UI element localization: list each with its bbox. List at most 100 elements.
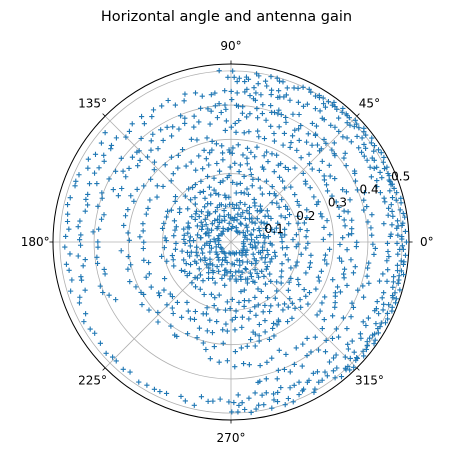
data-point [287, 97, 293, 103]
data-point [196, 119, 202, 125]
data-point [83, 196, 89, 203]
data-point [226, 147, 232, 153]
data-point [349, 300, 355, 306]
data-point [205, 270, 212, 276]
data-point [268, 92, 274, 98]
data-point [376, 278, 383, 284]
data-points [62, 68, 410, 416]
data-point [260, 102, 266, 108]
data-point [394, 262, 401, 268]
data-point [289, 133, 296, 139]
data-point [174, 333, 180, 340]
data-point [118, 155, 124, 161]
data-point [369, 232, 375, 238]
data-point [216, 168, 223, 174]
data-point [340, 105, 346, 112]
data-point [293, 232, 300, 238]
data-point [312, 93, 319, 99]
data-point [361, 190, 368, 196]
data-point [214, 264, 220, 270]
data-point [364, 265, 371, 271]
data-point [232, 314, 239, 321]
data-point [305, 131, 311, 137]
data-point [289, 300, 295, 306]
data-point [401, 259, 407, 265]
data-point [331, 140, 337, 146]
data-point [282, 402, 288, 408]
data-point [311, 389, 317, 395]
data-point [335, 334, 342, 340]
data-point [332, 375, 338, 381]
data-point [344, 247, 350, 253]
data-point [397, 287, 403, 293]
data-point [236, 205, 242, 211]
data-point [375, 147, 382, 153]
data-point [340, 235, 346, 241]
data-point [360, 283, 366, 289]
data-point [264, 83, 270, 89]
data-point [254, 270, 260, 277]
data-point [385, 267, 391, 273]
data-point [247, 241, 253, 247]
data-point [194, 253, 200, 259]
data-point [184, 272, 190, 279]
data-point [127, 369, 133, 375]
data-point [199, 93, 205, 99]
data-point [215, 254, 221, 261]
data-point [125, 230, 131, 236]
data-point [320, 101, 327, 107]
data-point [396, 277, 402, 283]
data-point [263, 266, 269, 272]
data-point [164, 302, 170, 308]
data-point [202, 216, 208, 222]
data-point [354, 133, 360, 140]
data-point [214, 115, 221, 121]
data-point [160, 183, 166, 190]
data-point [203, 222, 209, 228]
data-point [287, 369, 293, 375]
data-point [179, 146, 186, 153]
data-point [227, 201, 233, 207]
data-point [270, 325, 276, 332]
data-point [101, 158, 107, 164]
data-point [351, 364, 357, 370]
data-point [321, 316, 327, 323]
data-point [306, 377, 312, 383]
data-point [67, 195, 73, 201]
data-point [274, 279, 280, 285]
theta-tick-mark [356, 113, 360, 117]
data-point [314, 369, 321, 375]
data-point [172, 246, 179, 252]
data-point [271, 191, 277, 197]
data-point [255, 274, 262, 280]
data-point [326, 359, 333, 365]
data-point [398, 258, 404, 264]
data-point [64, 202, 71, 208]
data-point [400, 271, 407, 278]
data-point [369, 135, 375, 141]
data-point [361, 197, 367, 203]
data-point [369, 212, 375, 218]
data-point [262, 302, 268, 308]
data-point [354, 239, 360, 245]
data-point [224, 299, 230, 305]
data-point [319, 158, 325, 164]
data-point [393, 296, 399, 302]
data-point [350, 304, 357, 311]
data-point [345, 341, 351, 347]
data-point [324, 373, 330, 379]
data-point [214, 160, 220, 167]
data-point [236, 257, 243, 264]
data-point [269, 242, 275, 248]
data-point [242, 265, 248, 272]
data-point [371, 165, 377, 171]
data-point [207, 249, 213, 255]
data-point [172, 227, 178, 233]
data-point [283, 92, 289, 98]
data-point [160, 137, 166, 144]
data-point [209, 147, 215, 153]
data-point [375, 330, 381, 336]
data-point [224, 174, 230, 181]
data-point [216, 359, 222, 365]
data-point [298, 251, 304, 257]
